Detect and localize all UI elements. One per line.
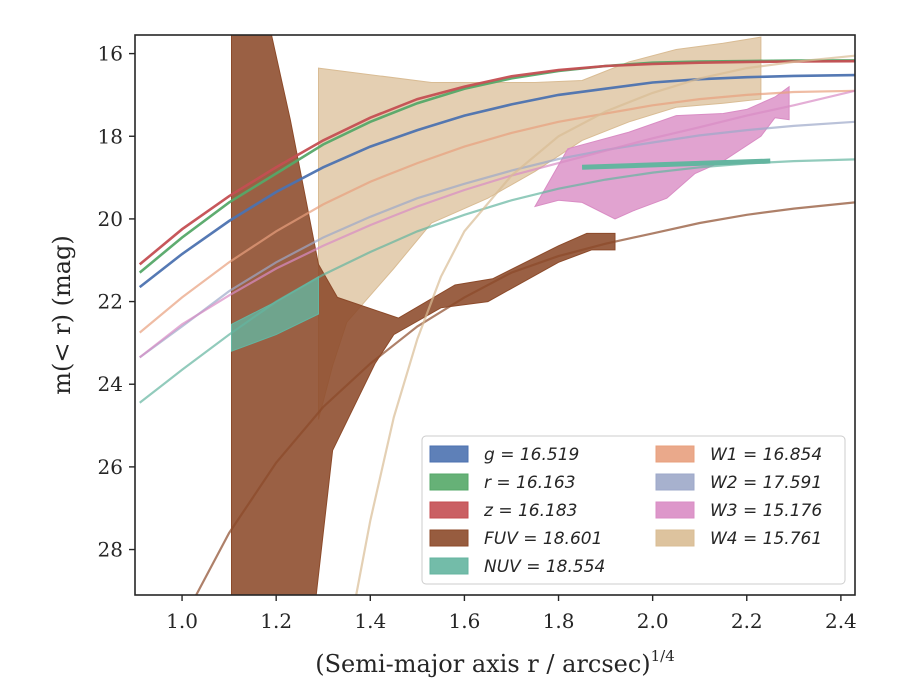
y-tick-label: 18 — [98, 124, 123, 148]
x-tick-label: 1.0 — [166, 609, 198, 633]
measured-segment-nuv — [581, 158, 771, 170]
x-tick-label: 1.2 — [260, 609, 292, 633]
x-axis-label: (Semi-major axis r / arcsec)1/4 — [315, 647, 675, 678]
y-tick-label: 20 — [98, 207, 123, 231]
legend-swatch-w1 — [655, 445, 695, 463]
x-tick-label: 2.4 — [825, 609, 857, 633]
y-tick-label: 24 — [98, 372, 123, 396]
model-curve-fuv — [195, 201, 855, 595]
legend-label-w3: W3 = 15.176 — [710, 501, 822, 521]
legend-label-nuv: NUV = 18.554 — [484, 557, 605, 577]
legend-swatch-z — [429, 501, 469, 519]
y-axis-label: m(< r) (mag) — [48, 235, 76, 394]
model-curve-w4 — [355, 54, 855, 595]
y-tick-label: 16 — [98, 42, 123, 66]
legend-label-r: r = 16.163 — [484, 473, 576, 493]
legend-swatch-g — [429, 445, 469, 463]
legend: g = 16.519 r = 16.163 z = 16.183 FUV = 18.6… — [421, 435, 846, 585]
legend-label-w4: W4 = 15.761 — [710, 529, 822, 549]
legend-label-w2: W2 = 17.591 — [710, 473, 822, 493]
plot-frame — [134, 34, 856, 596]
x-tick-label: 1.8 — [543, 609, 575, 633]
y-tick-label: 22 — [98, 290, 123, 314]
x-tick-label: 1.6 — [449, 609, 481, 633]
lines-layer — [138, 54, 855, 595]
legend-swatch-fuv — [429, 529, 469, 547]
model-curve-w3 — [139, 89, 855, 359]
legend-swatch-w4 — [655, 529, 695, 547]
x-tick-label: 2.2 — [731, 609, 763, 633]
model-curve-w1 — [138, 89, 855, 334]
y-tick-label: 26 — [98, 455, 123, 479]
legend-label-z: z = 16.183 — [483, 501, 577, 521]
legend-label-fuv: FUV = 18.601 — [484, 529, 602, 549]
model-curve-nuv — [139, 158, 855, 404]
x-tick-label: 1.4 — [354, 609, 386, 633]
y-tick-label: 28 — [98, 538, 123, 562]
legend-swatch-r — [429, 473, 469, 491]
model-curve-g — [138, 73, 855, 289]
ticks-layer: 1.0 1.2 1.4 1.6 1.8 2.0 2.2 2.4 16 18 20 22 24 26 28 — [98, 42, 857, 633]
legend-swatch-w2 — [655, 473, 695, 491]
legend-swatch-w3 — [655, 501, 695, 519]
legend-frame — [421, 435, 846, 585]
model-curve-w2 — [139, 120, 855, 359]
x-axis-label-main: (Semi-major axis r / arcsec) — [315, 650, 650, 678]
x-tick-label: 2.0 — [637, 609, 669, 633]
model-curve-z — [138, 59, 855, 266]
x-axis-label-exponent: 1/4 — [651, 647, 675, 665]
band-w4 — [318, 36, 762, 420]
legend-label-w1: W1 = 16.854 — [710, 445, 822, 465]
legend-label-g: g = 16.519 — [484, 445, 579, 465]
legend-swatch-nuv — [429, 557, 469, 575]
band-fuv — [231, 35, 616, 595]
